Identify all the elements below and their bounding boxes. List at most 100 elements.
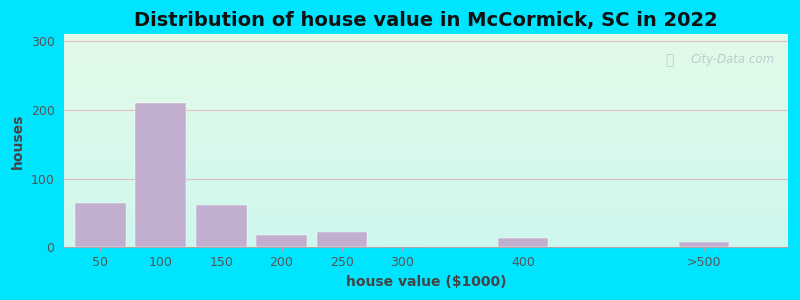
Bar: [64, 147, 789, 148]
Bar: [64, 109, 789, 110]
Bar: [64, 232, 789, 233]
Bar: [64, 98, 789, 99]
Bar: [64, 74, 789, 75]
Bar: [64, 40, 789, 41]
Bar: [317, 232, 367, 247]
Bar: [64, 245, 789, 246]
Bar: [64, 169, 789, 171]
Bar: [64, 62, 789, 63]
Bar: [64, 241, 789, 242]
Bar: [64, 202, 789, 204]
Bar: [678, 242, 730, 247]
Bar: [64, 161, 789, 162]
Bar: [64, 143, 789, 144]
Y-axis label: houses: houses: [11, 113, 25, 169]
Bar: [64, 227, 789, 228]
Bar: [64, 85, 789, 86]
Bar: [64, 156, 789, 157]
Bar: [64, 48, 789, 49]
Bar: [64, 45, 789, 46]
Bar: [64, 122, 789, 123]
Bar: [64, 154, 789, 155]
Bar: [64, 157, 789, 158]
Bar: [64, 149, 789, 151]
Bar: [64, 92, 789, 93]
Bar: [64, 206, 789, 207]
Bar: [64, 179, 789, 180]
Bar: [64, 219, 789, 220]
Bar: [64, 175, 789, 176]
Bar: [64, 231, 789, 232]
Bar: [64, 93, 789, 94]
Bar: [64, 96, 789, 97]
Bar: [64, 127, 789, 128]
Bar: [64, 229, 789, 230]
Bar: [64, 100, 789, 101]
Bar: [64, 81, 789, 82]
Bar: [64, 44, 789, 45]
Bar: [64, 75, 789, 76]
Bar: [64, 144, 789, 145]
Bar: [64, 38, 789, 39]
Bar: [64, 110, 789, 111]
Bar: [64, 155, 789, 156]
Bar: [64, 236, 789, 237]
Bar: [64, 183, 789, 184]
Bar: [64, 101, 789, 103]
Bar: [64, 198, 789, 200]
Bar: [64, 163, 789, 164]
Bar: [64, 151, 789, 152]
Bar: [64, 73, 789, 74]
Bar: [64, 94, 789, 95]
Title: Distribution of house value in McCormick, SC in 2022: Distribution of house value in McCormick…: [134, 11, 718, 30]
Bar: [64, 118, 789, 119]
Bar: [64, 204, 789, 205]
Bar: [64, 190, 789, 191]
Bar: [64, 226, 789, 227]
Bar: [64, 243, 789, 244]
Bar: [64, 76, 789, 77]
Bar: [64, 211, 789, 212]
Bar: [64, 64, 789, 65]
Bar: [64, 116, 789, 118]
Bar: [64, 131, 789, 132]
Bar: [64, 209, 789, 210]
Bar: [64, 237, 789, 238]
Bar: [64, 80, 789, 81]
Bar: [64, 129, 789, 130]
Bar: [64, 111, 789, 112]
Bar: [64, 235, 789, 236]
Bar: [64, 196, 789, 197]
Bar: [64, 49, 789, 50]
Bar: [64, 145, 789, 146]
Bar: [64, 214, 789, 215]
Bar: [64, 46, 789, 47]
Bar: [64, 215, 789, 216]
Bar: [64, 233, 789, 235]
Bar: [64, 139, 789, 140]
Bar: [64, 57, 789, 58]
Bar: [64, 182, 789, 183]
Bar: [64, 141, 789, 142]
Bar: [64, 165, 789, 166]
Bar: [64, 140, 789, 141]
Bar: [498, 238, 548, 247]
Bar: [64, 65, 789, 66]
Bar: [64, 47, 789, 48]
Bar: [64, 187, 789, 188]
Bar: [64, 134, 789, 136]
Bar: [64, 189, 789, 190]
Bar: [64, 130, 789, 131]
Bar: [64, 239, 789, 240]
Bar: [64, 95, 789, 96]
Bar: [64, 192, 789, 193]
Bar: [64, 118, 789, 120]
Bar: [64, 90, 789, 91]
Bar: [64, 212, 789, 213]
Bar: [64, 99, 789, 101]
Bar: [64, 43, 789, 44]
Bar: [64, 167, 789, 169]
Bar: [64, 58, 789, 59]
Bar: [64, 37, 789, 38]
Bar: [256, 235, 307, 247]
